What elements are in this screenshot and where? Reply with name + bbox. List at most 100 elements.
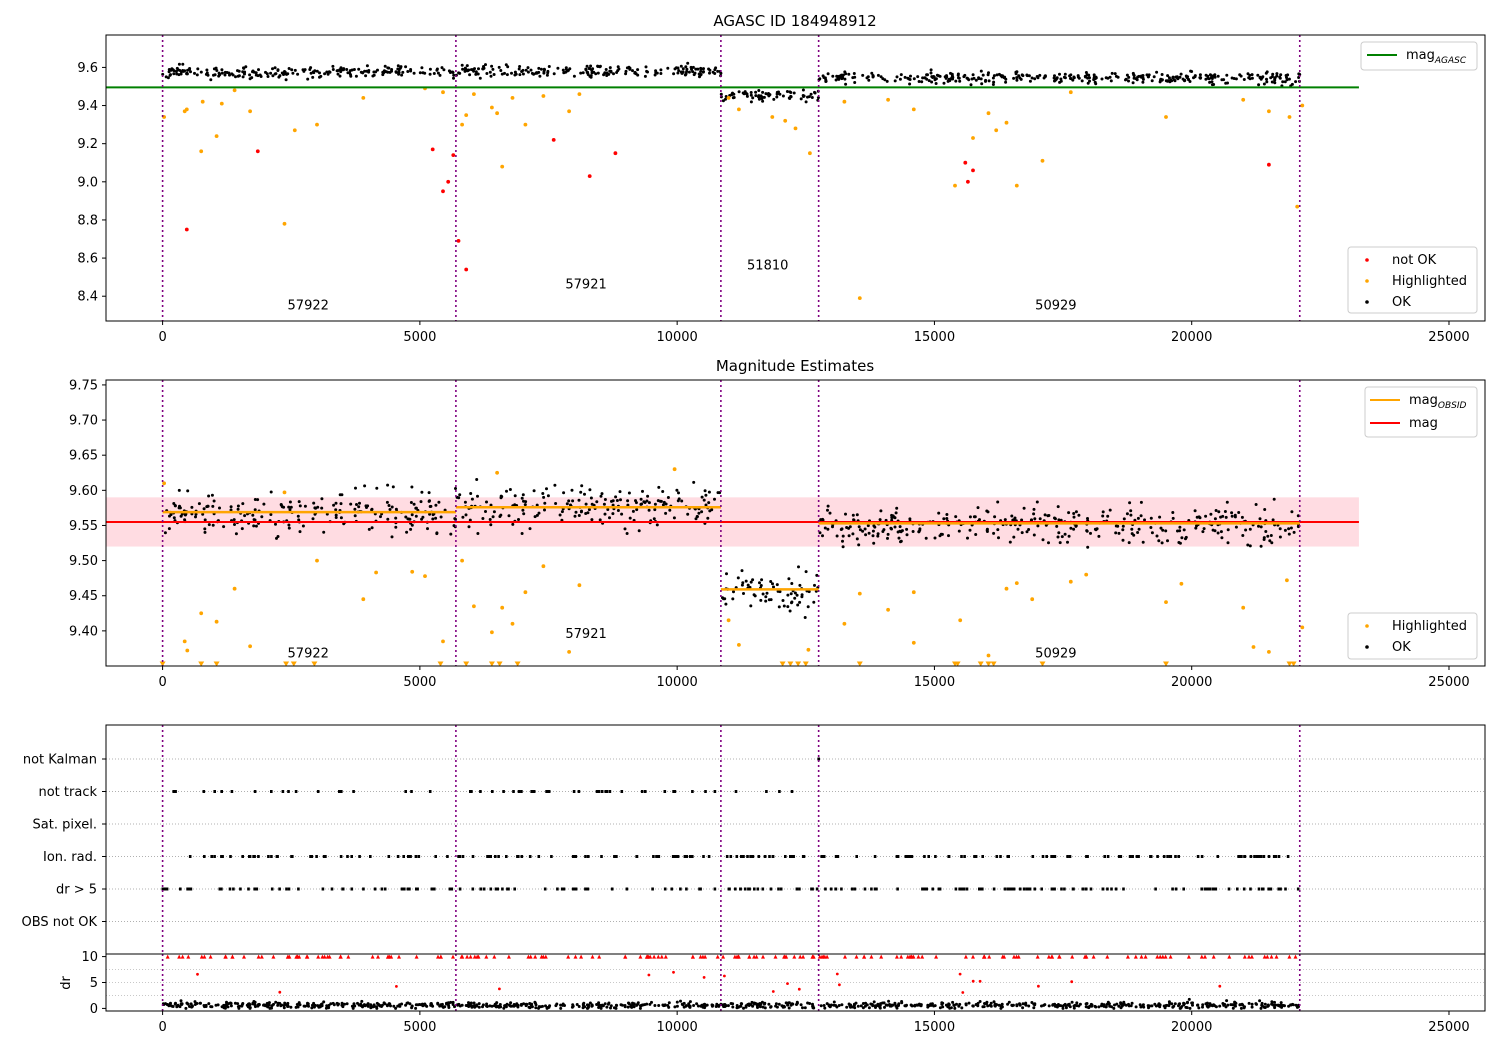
flag-mark	[896, 855, 900, 858]
data-point-ok	[465, 64, 469, 68]
dr-point	[537, 1006, 540, 1010]
data-point-ok	[908, 82, 912, 86]
data-point-ok	[503, 71, 506, 75]
dr-point	[760, 1000, 764, 1004]
dr-point	[790, 1002, 794, 1006]
dr-high-marker	[843, 954, 847, 959]
flag-mark	[625, 887, 629, 891]
data-point-ok	[641, 489, 644, 493]
dr-point	[981, 1005, 985, 1009]
dr-point	[1047, 1004, 1051, 1008]
dr-point	[853, 1006, 857, 1010]
flag-mark	[338, 790, 341, 793]
data-point-ok	[997, 536, 1000, 540]
data-point-highlighted	[199, 611, 204, 616]
dr-point	[989, 1001, 993, 1005]
data-point-ok	[469, 492, 473, 495]
data-point-highlighted	[726, 96, 731, 100]
data-point-ok	[740, 583, 744, 587]
data-point-highlighted	[567, 109, 571, 114]
data-point-ok	[775, 583, 779, 587]
dr-point	[799, 1003, 803, 1007]
dr-point	[327, 1006, 331, 1010]
data-point-ok	[707, 501, 711, 505]
dr-point	[189, 1002, 193, 1006]
data-point-ok	[432, 72, 436, 75]
dr-high-marker	[644, 954, 649, 959]
data-point-ok	[1139, 500, 1143, 504]
data-point-ok	[526, 70, 530, 74]
data-point-ok	[929, 71, 933, 75]
dr-point	[682, 1005, 686, 1009]
flag-mark	[811, 887, 814, 891]
dr-point	[742, 1006, 745, 1010]
dr-point	[675, 1004, 679, 1008]
dr-point	[356, 1001, 359, 1005]
data-point-ok	[386, 483, 390, 487]
data-point-ok	[947, 77, 951, 81]
data-point-ok	[1278, 527, 1282, 531]
flag-mark	[789, 855, 792, 858]
data-point-ok	[853, 75, 857, 79]
data-point-highlighted	[857, 591, 862, 596]
flag-mark	[494, 855, 497, 858]
flag-mark	[433, 887, 436, 891]
data-point-ok	[190, 505, 194, 509]
dr-point	[451, 1000, 455, 1004]
dr-point	[220, 1005, 224, 1009]
data-point-ok	[1166, 74, 1170, 78]
dr-high-marker	[414, 954, 419, 959]
data-point-ok	[391, 485, 395, 489]
data-point-ok	[325, 70, 329, 74]
data-point-ok	[320, 497, 324, 501]
data-point-ok	[428, 512, 432, 516]
data-point-ok	[772, 585, 775, 589]
data-point-ok	[742, 592, 745, 595]
dr-high-marker	[1265, 954, 1270, 959]
data-point-ok	[1187, 78, 1191, 82]
data-point-ok	[1143, 518, 1146, 522]
data-point-ok	[749, 93, 753, 97]
data-point-ok	[232, 518, 236, 522]
data-point-ok	[562, 491, 566, 495]
data-point-ok	[553, 483, 557, 487]
data-point-ok	[400, 73, 404, 77]
axes-frame	[105, 724, 1486, 955]
data-point-highlighted	[806, 647, 811, 652]
data-point-highlighted-below-range	[290, 661, 297, 667]
flag-mark	[400, 887, 404, 891]
flag-mark	[174, 790, 177, 793]
dr-point	[1010, 1004, 1014, 1008]
data-point-ok	[1121, 524, 1125, 528]
flag-mark	[253, 790, 257, 793]
data-point-ok	[579, 490, 583, 494]
dr-point	[930, 1002, 934, 1006]
dr-high-marker	[894, 954, 899, 959]
flag-mark	[532, 790, 536, 793]
data-point-ok	[1114, 524, 1118, 528]
data-point-ok	[757, 94, 761, 98]
dr-point	[179, 999, 183, 1003]
dr-point	[325, 1004, 329, 1008]
flag-mark	[1063, 887, 1066, 891]
data-point-ok	[572, 74, 576, 78]
data-point-ok	[1254, 503, 1258, 506]
data-point-ok	[602, 502, 606, 506]
data-point-ok	[318, 71, 321, 75]
data-point-ok	[871, 534, 875, 538]
data-point-ok	[357, 505, 361, 509]
flag-mark	[725, 855, 729, 858]
data-point-ok	[1056, 535, 1060, 539]
dr-point	[1007, 1000, 1011, 1004]
data-point-ok	[680, 71, 684, 75]
data-point-ok	[1032, 512, 1036, 516]
obsid-label: 51810	[747, 259, 788, 274]
data-point-ok	[1128, 501, 1132, 505]
dr-high-marker	[721, 954, 726, 959]
data-point-ok	[898, 77, 902, 81]
data-point-ok	[699, 73, 703, 76]
data-point-ok	[1269, 534, 1273, 537]
data-point-ok	[1068, 74, 1072, 78]
dr-mid-point	[647, 973, 651, 977]
